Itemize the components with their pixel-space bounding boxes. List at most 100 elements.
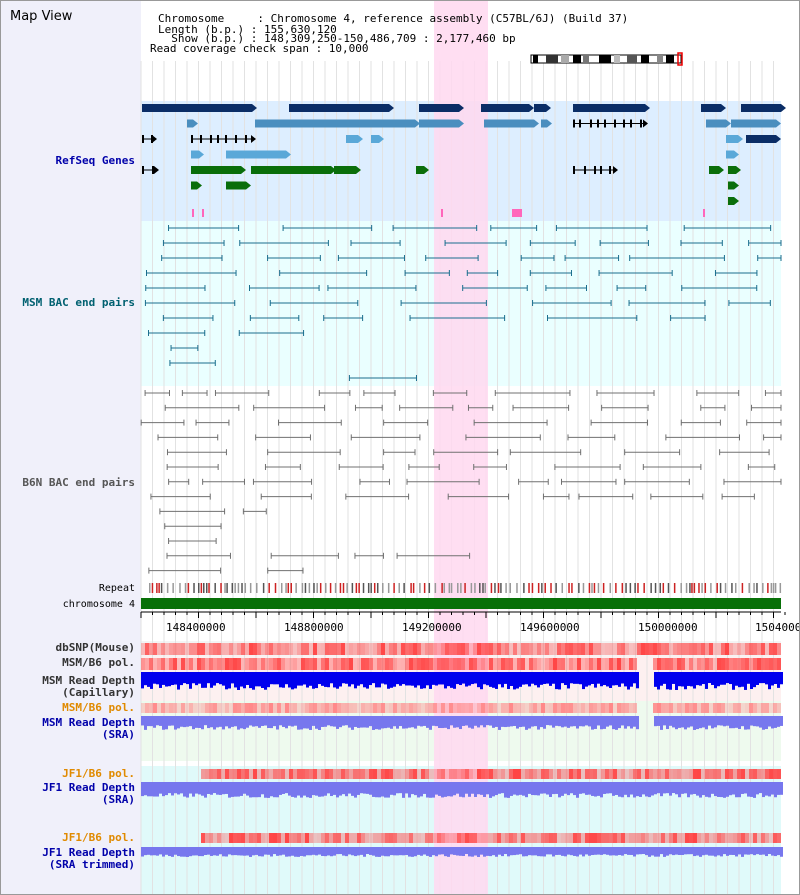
heat-cell <box>665 658 669 670</box>
repeat-element <box>691 583 693 593</box>
track-label-jf1-b6-pol-2[interactable]: JF1/B6 pol. <box>62 831 135 844</box>
heat-cell <box>169 643 173 655</box>
depth-bar <box>585 782 588 795</box>
heat-cell <box>701 658 705 670</box>
heat-cell <box>661 703 665 713</box>
heat-cell <box>585 658 589 670</box>
depth-bar <box>750 672 753 690</box>
refseq-exon <box>584 166 586 174</box>
depth-bar <box>504 716 507 728</box>
heat-cell <box>149 658 153 670</box>
depth-bar <box>462 847 465 856</box>
depth-bar <box>420 847 423 856</box>
depth-bar <box>165 847 168 855</box>
heat-cell <box>617 703 621 713</box>
depth-bar <box>171 672 174 686</box>
ideogram-band <box>533 55 538 63</box>
repeat-element <box>304 583 307 593</box>
heat-cell <box>301 703 305 713</box>
track-label-jf1-depth-trimmed[interactable]: JF1 Read Depth (SRA trimmed) <box>42 846 135 871</box>
track-label-msm-b6-pol-1[interactable]: MSM/B6 pol. <box>62 656 135 669</box>
depth-bar <box>765 847 768 857</box>
depth-bar <box>357 847 360 856</box>
heat-cell <box>513 833 517 843</box>
depth-bar <box>714 847 717 857</box>
depth-bar <box>525 782 528 798</box>
depth-bar <box>720 672 723 685</box>
depth-bar <box>627 847 630 855</box>
heat-cell <box>517 703 521 713</box>
heat-cell <box>337 643 341 655</box>
track-label-refseq[interactable]: RefSeq Genes <box>55 154 135 167</box>
heat-cell <box>305 833 309 843</box>
depth-bar <box>681 782 684 794</box>
heat-cell <box>693 769 697 779</box>
depth-bar <box>462 672 465 684</box>
depth-bar <box>231 672 234 684</box>
track-label-b6n-bac[interactable]: B6N BAC end pairs <box>22 476 135 489</box>
depth-bar <box>165 716 168 730</box>
heat-cell <box>417 703 421 713</box>
depth-bar <box>150 716 153 727</box>
depth-bar <box>546 847 549 855</box>
heat-cell <box>773 769 777 779</box>
refseq-gene <box>534 104 546 112</box>
heat-cell <box>261 769 265 779</box>
heat-cell <box>561 643 565 655</box>
track-label-msm-depth-sra[interactable]: MSM Read Depth (SRA) <box>42 716 135 741</box>
track-label-msm-b6-pol-2[interactable]: MSM/B6 pol. <box>62 701 135 714</box>
repeat-element <box>398 583 400 593</box>
track-label-dbsnp[interactable]: dbSNP(Mouse) <box>55 641 135 654</box>
heat-cell <box>301 643 305 655</box>
heat-cell <box>265 833 269 843</box>
depth-bar <box>741 782 744 794</box>
depth-bar <box>759 782 762 794</box>
depth-bar <box>162 716 165 730</box>
depth-bar <box>462 782 465 798</box>
depth-bar <box>636 672 639 689</box>
depth-bar <box>258 782 261 798</box>
refseq-gene <box>187 119 193 128</box>
heat-cell <box>469 769 473 779</box>
refseq-gene <box>706 119 726 128</box>
depth-bar <box>534 782 537 796</box>
repeat-element <box>680 583 682 593</box>
depth-bar <box>597 782 600 796</box>
track-label-jf1-depth-sra[interactable]: JF1 Read Depth (SRA) <box>42 781 135 806</box>
depth-bar <box>435 782 438 795</box>
heat-cell <box>729 658 733 670</box>
depth-bar <box>306 847 309 856</box>
depth-bar <box>675 672 678 690</box>
heat-cell <box>361 833 365 843</box>
heat-cell <box>317 658 321 670</box>
heat-cell <box>509 769 513 779</box>
repeat-element <box>770 583 773 593</box>
depth-bar <box>456 672 459 685</box>
heat-cell <box>569 643 573 655</box>
repeat-element <box>151 583 154 593</box>
heat-cell <box>189 703 193 713</box>
track-label-msm-bac[interactable]: MSM BAC end pairs <box>22 296 135 309</box>
heat-cell <box>409 658 413 670</box>
track-label-msm-depth-capillary[interactable]: MSM Read Depth (Capillary) <box>42 674 135 699</box>
heat-cell <box>557 833 561 843</box>
depth-bar <box>291 716 294 727</box>
depth-bar <box>141 847 144 857</box>
heat-cell <box>389 703 393 713</box>
depth-bar <box>609 847 612 856</box>
heat-cell <box>721 833 725 843</box>
depth-bar <box>237 782 240 797</box>
heat-cell <box>605 658 609 670</box>
track-label-jf1-b6-pol-1[interactable]: JF1/B6 pol. <box>62 767 135 780</box>
heat-cell <box>585 769 589 779</box>
heat-cell <box>497 658 501 670</box>
heat-cell <box>617 769 621 779</box>
heat-cell <box>505 769 509 779</box>
repeat-element <box>582 583 585 593</box>
heat-cell <box>277 658 281 670</box>
repeat-element <box>149 583 151 593</box>
depth-bar <box>648 847 651 857</box>
heat-cell <box>437 658 441 670</box>
depth-bar <box>207 672 210 684</box>
